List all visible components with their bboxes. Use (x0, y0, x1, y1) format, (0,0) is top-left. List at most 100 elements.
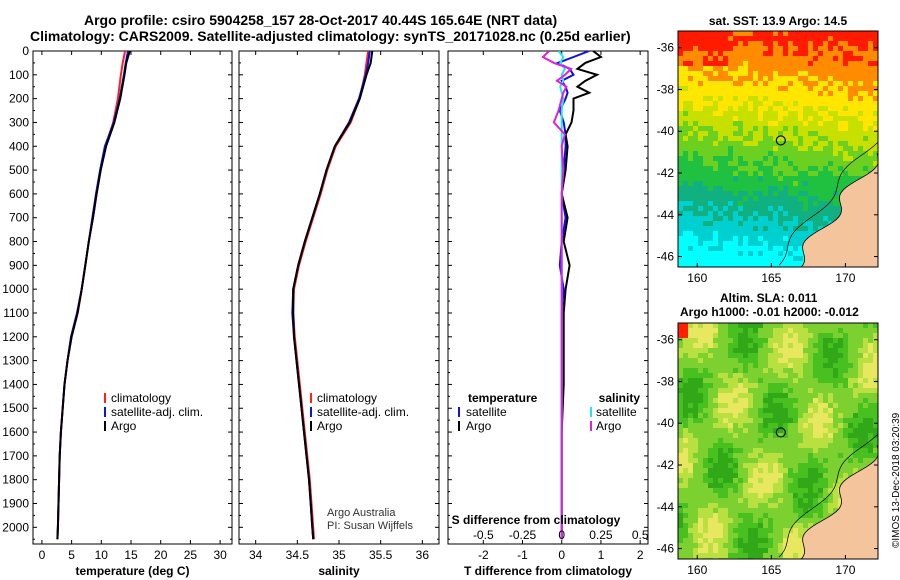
map-cell (818, 353, 823, 358)
map-cell (708, 221, 713, 226)
map-cell (798, 96, 803, 101)
map-cell (853, 393, 858, 398)
map-cell (778, 463, 783, 468)
map-cell (753, 186, 758, 191)
map-cell (708, 66, 713, 71)
map-cell (703, 338, 708, 343)
map-cell (708, 231, 713, 236)
map-cell (728, 528, 733, 533)
map-cell (723, 398, 728, 403)
map-cell (748, 503, 753, 508)
map-cell (823, 443, 828, 448)
map-cell (678, 488, 683, 493)
map-cell (793, 51, 798, 56)
map-cell (713, 553, 718, 558)
map-cell (763, 131, 768, 136)
map-cell (793, 66, 798, 71)
map-cell (728, 448, 733, 453)
map-cell (713, 191, 718, 196)
map-cell (753, 443, 758, 448)
map-cell (678, 363, 683, 368)
map-cell (853, 408, 858, 413)
map-cell (713, 76, 718, 81)
map-cell (713, 348, 718, 353)
map-cell (768, 388, 773, 393)
map-cell (808, 111, 813, 116)
map-cell (843, 136, 848, 141)
map-cell (753, 246, 758, 251)
map-cell (798, 116, 803, 121)
map-cell (718, 368, 723, 373)
map-cell (763, 383, 768, 388)
map-cell (713, 383, 718, 388)
map-cell (848, 368, 853, 373)
map-cell (733, 141, 738, 146)
map-cell (858, 51, 863, 56)
map-cell (728, 126, 733, 131)
map-cell (813, 493, 818, 498)
map-cell (713, 323, 718, 328)
map-cell (868, 413, 873, 418)
map-cell (698, 523, 703, 528)
map-cell (828, 46, 833, 51)
map-cell (698, 156, 703, 161)
map-cell (773, 528, 778, 533)
map-cell (823, 86, 828, 91)
map-cell (773, 513, 778, 518)
map-cell (683, 543, 688, 548)
map-cell (693, 508, 698, 513)
map-cell (798, 206, 803, 211)
map-cell (678, 548, 683, 553)
map-cell (783, 443, 788, 448)
map-cell (808, 408, 813, 413)
map-cell (683, 523, 688, 528)
map-cell (748, 121, 753, 126)
map-cell (773, 368, 778, 373)
map-cell (703, 408, 708, 413)
map-cell (718, 41, 723, 46)
map-cell (733, 368, 738, 373)
map-cell (803, 96, 808, 101)
map-cell (693, 261, 698, 266)
map-cell (838, 36, 843, 41)
map-cell (768, 528, 773, 533)
map-cell (678, 111, 683, 116)
map-cell (698, 503, 703, 508)
map-cell (703, 528, 708, 533)
map-cell (763, 76, 768, 81)
map-cell (738, 51, 743, 56)
y-tick-label: 1500 (2, 401, 29, 415)
y-tick-label: 500 (9, 163, 29, 177)
map-cell (818, 116, 823, 121)
map-cell (743, 353, 748, 358)
map-cell (843, 101, 848, 106)
map-cell (713, 221, 718, 226)
map-cell (708, 488, 713, 493)
map-cell (838, 136, 843, 141)
map-cell (873, 146, 878, 151)
map-cell (838, 141, 843, 146)
map-cell (803, 333, 808, 338)
map-cell (818, 408, 823, 413)
map-cell (713, 171, 718, 176)
map-cell (728, 211, 733, 216)
map-cell (678, 186, 683, 191)
map-cell (803, 463, 808, 468)
map-cell (743, 96, 748, 101)
map-cell (683, 196, 688, 201)
map-cell (718, 221, 723, 226)
map-cell (703, 463, 708, 468)
map-cell (723, 358, 728, 363)
map-cell (738, 231, 743, 236)
map-cell (743, 101, 748, 106)
map-cell (678, 388, 683, 393)
map-cell (828, 443, 833, 448)
map-cell (733, 126, 738, 131)
map-cell (753, 543, 758, 548)
map-cell (833, 131, 838, 136)
map-cell (838, 86, 843, 91)
map-cell (763, 246, 768, 251)
map-cell (823, 221, 828, 226)
map-cell (858, 343, 863, 348)
map-cell (868, 36, 873, 41)
